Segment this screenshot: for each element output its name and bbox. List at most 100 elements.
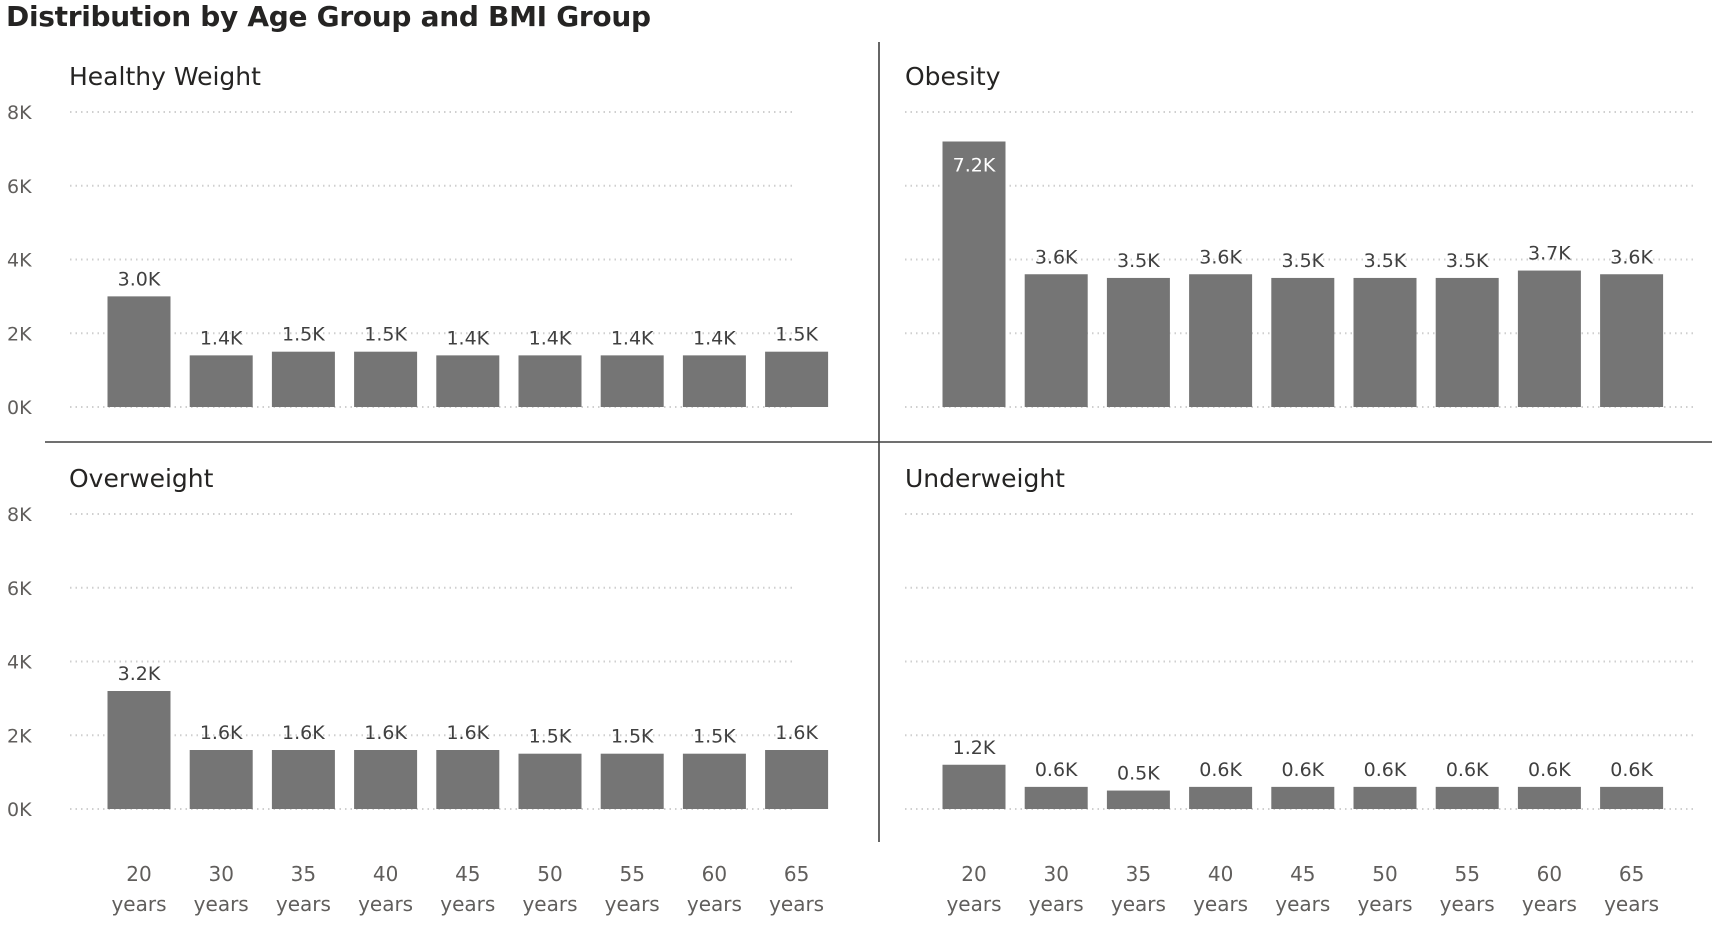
bar[interactable] <box>1353 277 1417 407</box>
data-label: 0.6K <box>1528 759 1571 781</box>
bar[interactable] <box>436 750 500 809</box>
bar[interactable] <box>107 296 171 407</box>
data-label: 0.6K <box>1364 759 1407 781</box>
x-tick-label: 65 years <box>769 862 824 916</box>
y-tick-label: 6K <box>7 176 32 198</box>
x-tick-label: 45 years <box>440 862 495 916</box>
bar[interactable] <box>1106 790 1170 809</box>
bar[interactable] <box>1600 786 1664 809</box>
bar[interactable] <box>600 355 664 407</box>
x-tick-label: 60 years <box>687 862 742 916</box>
bar[interactable] <box>1271 786 1335 809</box>
x-tick-label: 40 years <box>358 862 413 916</box>
data-label: 3.6K <box>1199 246 1242 268</box>
data-label: 1.5K <box>282 324 325 346</box>
bar[interactable] <box>518 753 582 809</box>
bar[interactable] <box>271 351 335 407</box>
y-tick-label: 8K <box>7 102 32 124</box>
data-label: 1.5K <box>693 726 736 748</box>
data-label: 0.6K <box>1281 759 1324 781</box>
data-label: 1.4K <box>529 327 572 349</box>
bar[interactable] <box>1271 277 1335 407</box>
data-label: 3.6K <box>1035 246 1078 268</box>
x-tick-label: 30 years <box>194 862 249 916</box>
bar[interactable] <box>354 351 418 407</box>
data-label: 3.7K <box>1528 243 1571 265</box>
x-tick-label: 35 years <box>1111 862 1166 916</box>
data-label: 3.6K <box>1610 246 1653 268</box>
bar[interactable] <box>518 355 582 407</box>
x-tick-label: 20 years <box>946 862 1001 916</box>
x-tick-label: 35 years <box>276 862 331 916</box>
y-tick-label: 4K <box>7 652 32 674</box>
panel-obesity: Obesity 7.2K 3.6K 3.5K 3.6K 3.5K 3.5K 3.5K 3.7K 3… <box>905 62 1695 408</box>
data-label: 3.5K <box>1281 250 1324 272</box>
bar[interactable] <box>1189 786 1253 809</box>
bar[interactable] <box>1517 786 1581 809</box>
data-label: 1.6K <box>775 722 818 744</box>
bar[interactable] <box>682 355 746 407</box>
panel-underweight: Underweight 1.2K 0.6K 0.5K 0.6K 0.6K 0.6K 0.6K 0… <box>905 464 1695 810</box>
x-tick-label: 55 years <box>605 862 660 916</box>
y-tick-label: 2K <box>7 323 32 345</box>
data-label: 3.5K <box>1364 250 1407 272</box>
panel-overweight: Overweight 3.2K 1.6K 1.6K 1.6K 1.6K 1.5K 1.5K 1.… <box>69 464 829 810</box>
bar[interactable] <box>942 764 1006 809</box>
bar[interactable] <box>1600 274 1664 407</box>
data-label: 3.0K <box>118 268 161 290</box>
bar[interactable] <box>107 691 171 809</box>
data-label: 0.6K <box>1446 759 1489 781</box>
bar[interactable] <box>189 750 253 809</box>
bar[interactable] <box>600 753 664 809</box>
data-label: 0.6K <box>1610 759 1653 781</box>
bar[interactable] <box>1106 277 1170 407</box>
y-tick-label: 8K <box>7 504 32 526</box>
data-label: 3.2K <box>118 663 161 685</box>
data-label: 1.6K <box>282 722 325 744</box>
bar[interactable] <box>1189 274 1253 407</box>
data-label: 1.5K <box>364 324 407 346</box>
panel-dividers <box>45 42 1712 842</box>
bar[interactable] <box>942 141 1006 408</box>
bar[interactable] <box>1517 270 1581 407</box>
bar[interactable] <box>271 750 335 809</box>
panel-title: Healthy Weight <box>69 62 261 91</box>
panel-title: Overweight <box>69 464 214 493</box>
chart-panels: Healthy Weight 3.0K 1.4K 1.5K 1.5K 1.4K 1.4K 1.… <box>69 62 1695 810</box>
x-tick-label: 60 years <box>1522 862 1577 916</box>
x-tick-label: 40 years <box>1193 862 1248 916</box>
bar[interactable] <box>682 753 746 809</box>
data-label: 0.5K <box>1117 763 1160 785</box>
x-tick-label: 65 years <box>1604 862 1659 916</box>
bar[interactable] <box>1435 786 1499 809</box>
data-label: 1.4K <box>693 327 736 349</box>
data-label: 1.6K <box>446 722 489 744</box>
data-label: 1.4K <box>611 327 654 349</box>
bar[interactable] <box>765 351 829 407</box>
bar[interactable] <box>354 750 418 809</box>
data-label: 1.5K <box>529 726 572 748</box>
panel-healthy-weight: Healthy Weight 3.0K 1.4K 1.5K 1.5K 1.4K 1.4K 1.… <box>69 62 829 408</box>
bar[interactable] <box>1353 786 1417 809</box>
chart-title: Distribution by Age Group and BMI Group <box>6 0 651 33</box>
x-tick-label: 55 years <box>1440 862 1495 916</box>
y-axes: 0K 2K 4K 6K 8K 0K 2K 4K 6K 8K <box>7 102 32 821</box>
bar[interactable] <box>1024 786 1088 809</box>
bar[interactable] <box>1024 274 1088 407</box>
data-label: 7.2K <box>953 155 996 177</box>
bar[interactable] <box>765 750 829 809</box>
y-tick-label: 2K <box>7 725 32 747</box>
bar[interactable] <box>436 355 500 407</box>
data-label: 0.6K <box>1199 759 1242 781</box>
x-tick-label: 20 years <box>111 862 166 916</box>
data-label: 1.4K <box>446 327 489 349</box>
panel-title: Obesity <box>905 62 1001 91</box>
panel-title: Underweight <box>905 464 1065 493</box>
bar[interactable] <box>189 355 253 407</box>
data-label: 1.4K <box>200 327 243 349</box>
data-label: 3.5K <box>1117 250 1160 272</box>
y-tick-label: 0K <box>7 397 32 419</box>
x-tick-label: 30 years <box>1029 862 1084 916</box>
y-tick-label: 6K <box>7 578 32 600</box>
bar[interactable] <box>1435 277 1499 407</box>
